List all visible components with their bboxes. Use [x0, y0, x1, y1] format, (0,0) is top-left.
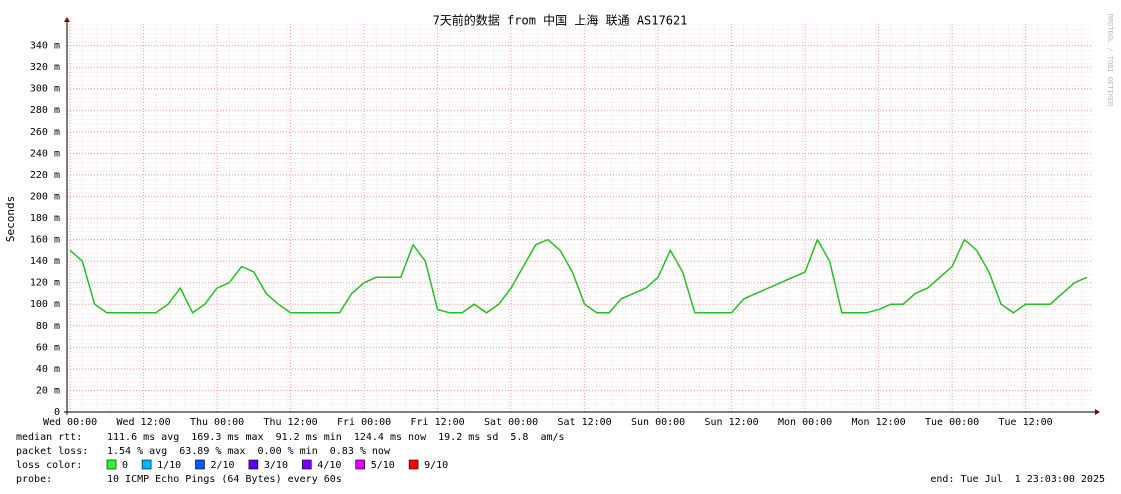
axis-arrow — [1095, 409, 1100, 415]
y-tick-label: 80 m — [36, 321, 60, 332]
loss-label: 0 — [122, 460, 128, 471]
y-tick-label: 300 m — [30, 84, 60, 95]
x-tick-label: Tue 00:00 — [925, 417, 979, 428]
loss-swatch — [248, 459, 259, 470]
x-tick-label: Fri 12:00 — [410, 417, 464, 428]
loss-label: loss color: — [16, 460, 82, 471]
y-tick-label: 340 m — [30, 41, 60, 52]
x-tick-label: Wed 00:00 — [43, 417, 97, 428]
loss-label: 2/10 — [211, 460, 235, 471]
y-tick-label: 120 m — [30, 278, 60, 289]
y-tick-label: 100 m — [30, 299, 60, 310]
x-tick-label: Fri 00:00 — [337, 417, 391, 428]
axis-arrow — [64, 17, 70, 22]
x-tick-label: Sat 00:00 — [484, 417, 538, 428]
x-tick-label: Thu 12:00 — [263, 417, 317, 428]
loss-label: 3/10 — [264, 460, 288, 471]
y-tick-label: 220 m — [30, 170, 60, 181]
chart-title: 7天前的数据 from 中国 上海 联通 AS17621 — [433, 13, 688, 28]
x-tick-label: Sun 00:00 — [631, 417, 685, 428]
stat-text: 1.54 % avg 63.89 % max 0.00 % min 0.83 %… — [107, 446, 391, 457]
x-tick-label: Sat 12:00 — [558, 417, 612, 428]
y-tick-label: 180 m — [30, 213, 60, 224]
y-tick-label: 240 m — [30, 148, 60, 159]
probe-label: probe: — [16, 474, 52, 485]
end-time: end: Tue Jul 1 23:03:00 2025 — [930, 474, 1105, 485]
y-tick-label: 200 m — [30, 191, 60, 202]
y-tick-label: 320 m — [30, 62, 60, 73]
loss-swatch — [106, 459, 117, 470]
y-tick-label: 60 m — [36, 342, 60, 353]
loss-swatch — [408, 459, 419, 470]
y-tick-label: 0 — [54, 407, 60, 418]
probe-text: 10 ICMP Echo Pings (64 Bytes) every 60s — [107, 474, 342, 485]
credit: RRDTOOL / TOBI OETIKER — [1106, 14, 1114, 108]
loss-label: 5/10 — [371, 460, 395, 471]
y-tick-label: 260 m — [30, 127, 60, 138]
y-tick-label: 140 m — [30, 256, 60, 267]
loss-swatch — [301, 459, 312, 470]
x-tick-label: Sun 12:00 — [705, 417, 759, 428]
stat-label: packet loss: — [16, 446, 88, 457]
loss-swatch — [195, 459, 205, 470]
loss-label: 1/10 — [157, 460, 181, 471]
y-tick-label: 20 m — [36, 385, 60, 396]
y-tick-label: 160 m — [30, 235, 60, 246]
x-tick-label: Wed 12:00 — [116, 417, 170, 428]
stat-label: median rtt: — [16, 432, 82, 443]
median-line — [69, 237, 1088, 314]
y-tick-label: 40 m — [36, 364, 60, 375]
loss-swatch — [141, 459, 152, 470]
y-axis-label: Seconds — [4, 196, 17, 242]
stat-text: 111.6 ms avg 169.3 ms max 91.2 ms min 12… — [107, 432, 565, 443]
loss-label: 9/10 — [424, 460, 448, 471]
loss-label: 4/10 — [317, 460, 341, 471]
x-tick-label: Mon 12:00 — [852, 417, 906, 428]
y-tick-label: 280 m — [30, 105, 60, 116]
x-tick-label: Mon 00:00 — [778, 417, 832, 428]
x-tick-label: Thu 00:00 — [190, 417, 244, 428]
x-tick-label: Tue 12:00 — [999, 417, 1053, 428]
loss-swatch — [355, 459, 366, 470]
